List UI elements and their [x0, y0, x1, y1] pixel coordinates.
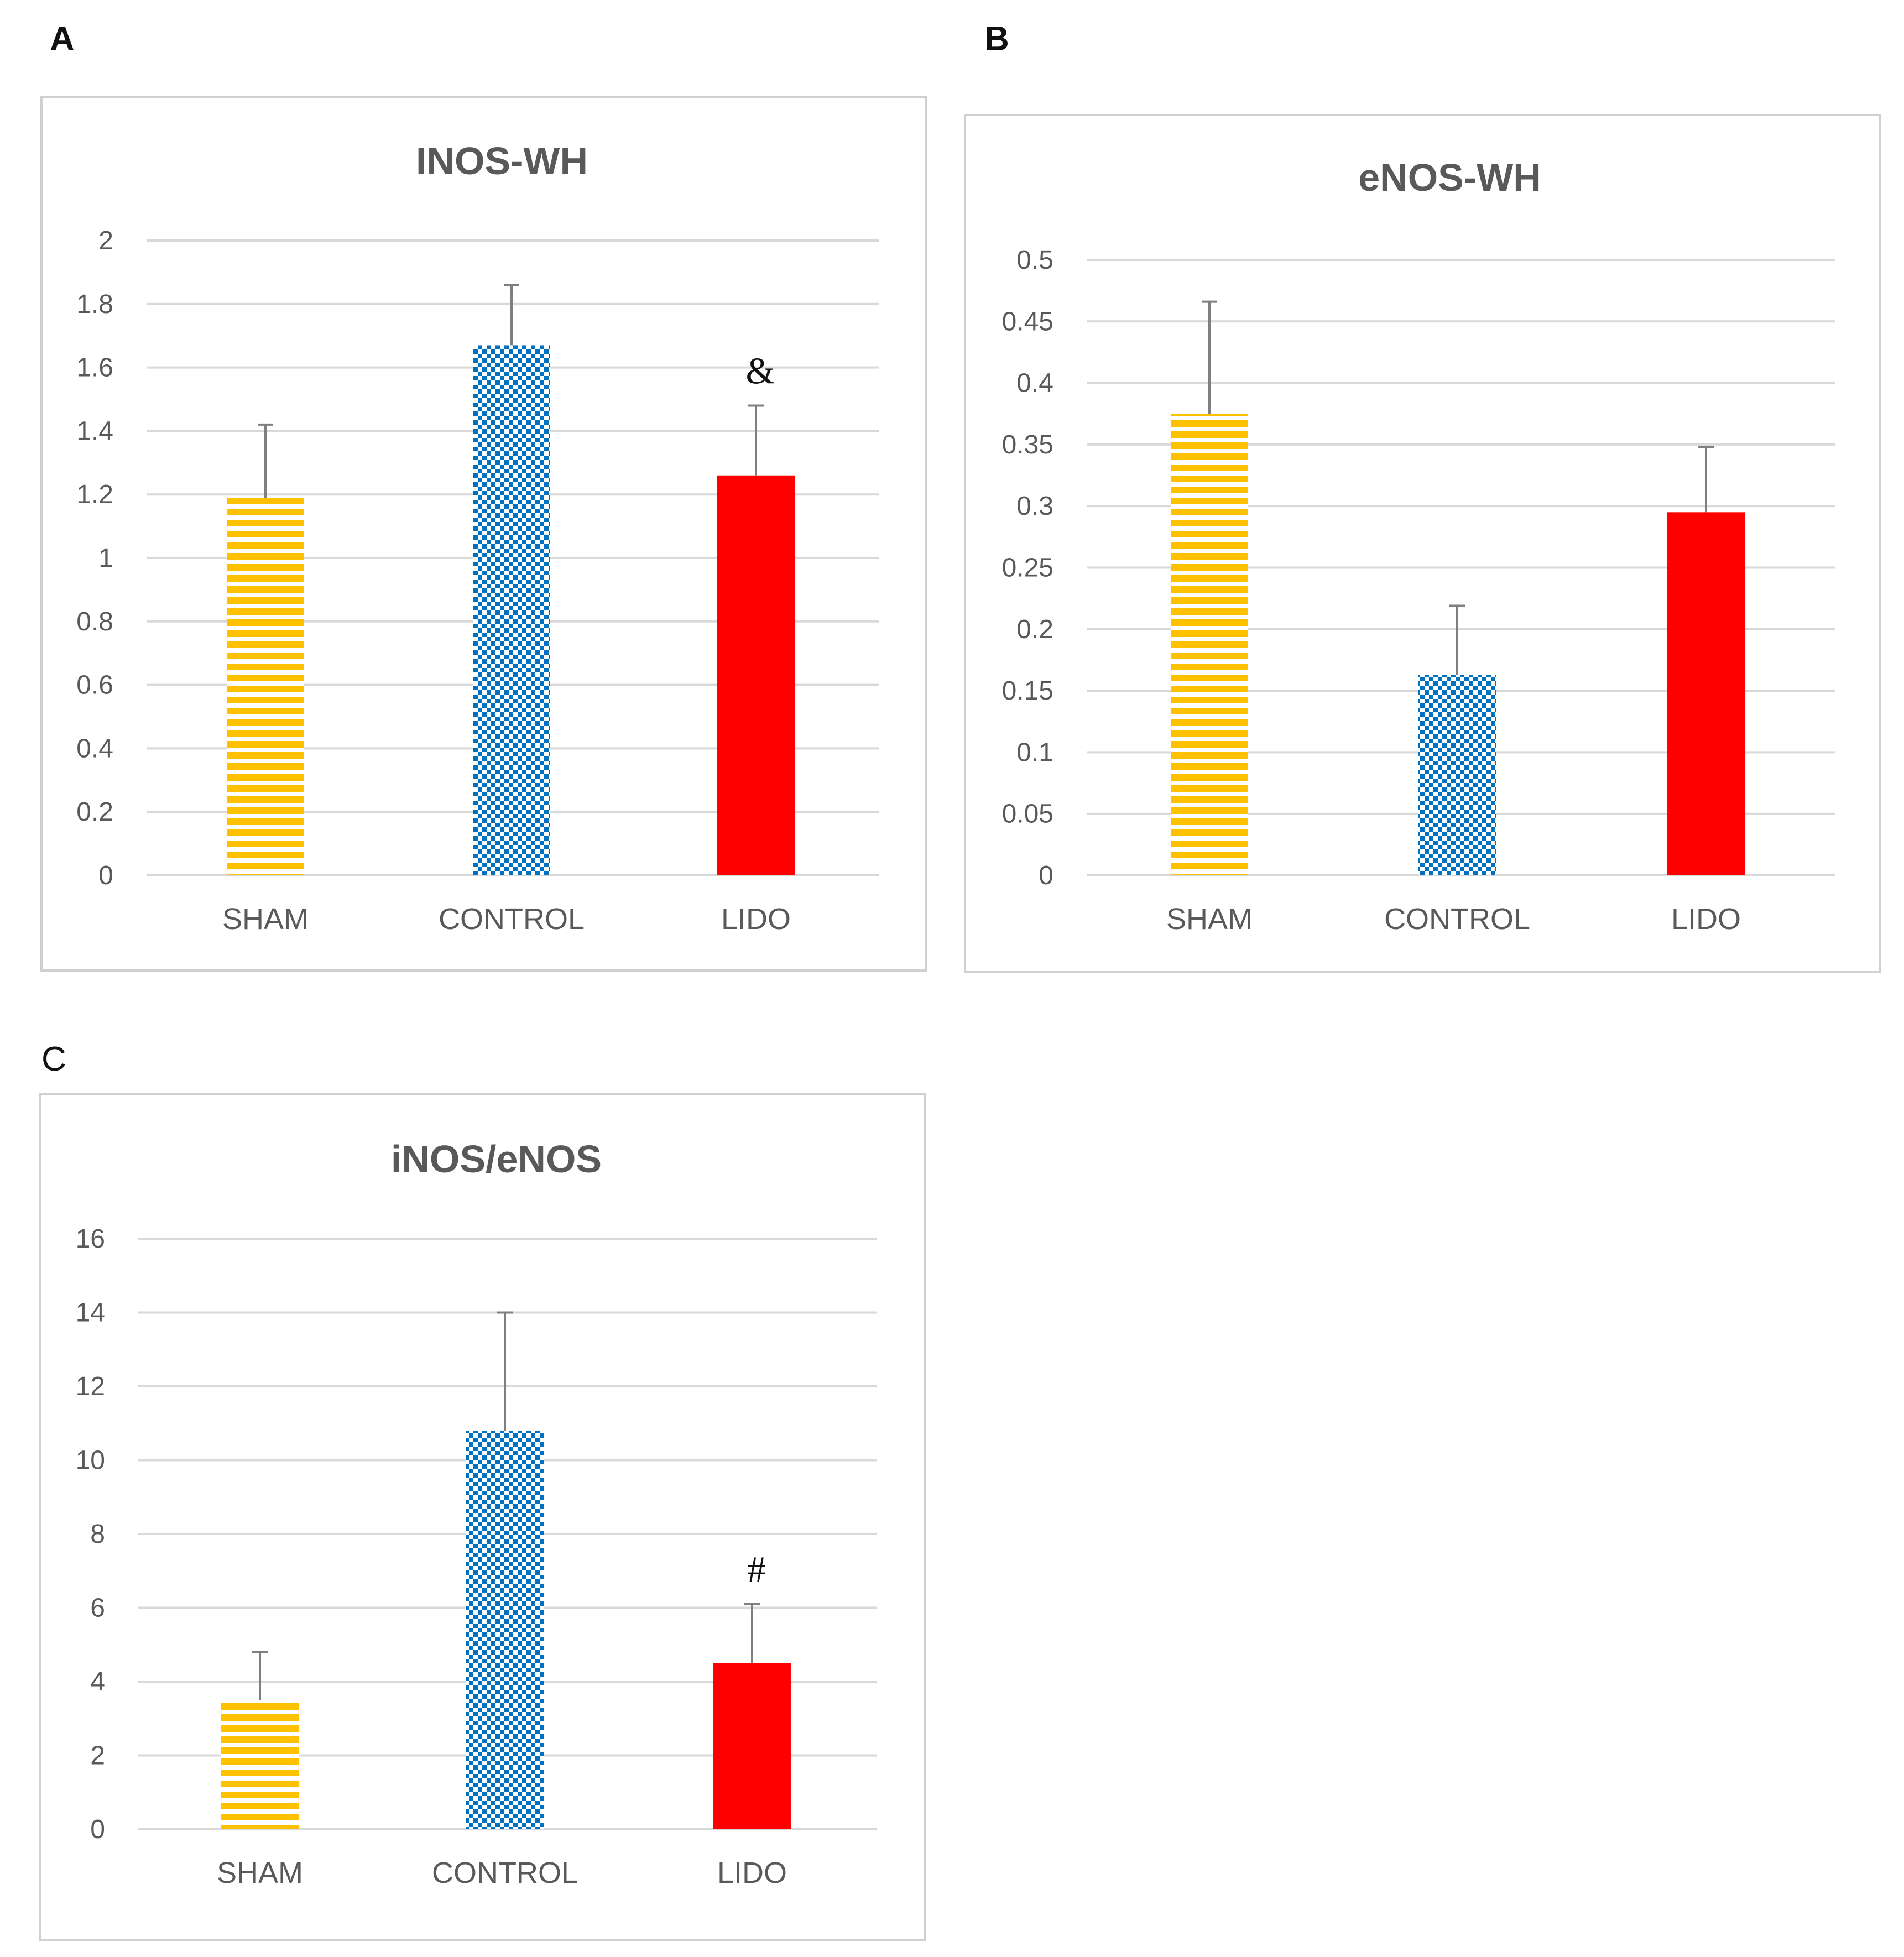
- panel-letter-a: A: [50, 20, 75, 58]
- chart-2-bar-lido: [1667, 512, 1745, 875]
- chart-1-x-tick-label: SHAM: [222, 902, 309, 936]
- chart-3-x-tick-label: LIDO: [717, 1856, 787, 1890]
- chart-2-bar-control: [1418, 675, 1496, 875]
- chart-2-y-tick-label: 0.2: [1016, 615, 1053, 644]
- chart-1-y-tick-label: 0.8: [76, 607, 113, 636]
- chart-2-y-tick-label: 0: [1039, 861, 1053, 890]
- panel-letter-b: B: [984, 20, 1009, 58]
- chart-1-y-tick-label: 0: [98, 861, 113, 890]
- chart-2-y-tick-label: 0.5: [1016, 246, 1053, 275]
- chart-2-y-tick-label: 0.4: [1016, 369, 1053, 398]
- chart-3-y-tick-label: 8: [90, 1520, 105, 1549]
- chart-1-y-tick-label: 1: [98, 544, 113, 573]
- chart-3-y-tick-label: 0: [90, 1815, 105, 1844]
- chart-2-y-tick-label: 0.05: [1002, 800, 1053, 829]
- chart-2-title: eNOS-WH: [1358, 156, 1541, 199]
- chart-1-y-tick-label: 0.6: [76, 671, 113, 700]
- chart-3-y-tick-label: 2: [90, 1741, 105, 1771]
- chart-3-significance-marker: #: [747, 1548, 766, 1590]
- chart-1-y-tick-label: 1.2: [76, 480, 113, 509]
- chart-1-x-tick-label: LIDO: [721, 902, 791, 936]
- chart-2-x-tick-label: CONTROL: [1384, 902, 1530, 936]
- chart-3-x-tick-label: SHAM: [217, 1856, 303, 1890]
- chart-2-y-tick-label: 0.35: [1002, 430, 1053, 460]
- chart-3-bar-control: [466, 1431, 544, 1829]
- chart-1-title: INOS-WH: [416, 139, 588, 182]
- chart-3-y-tick-label: 12: [76, 1372, 105, 1401]
- chart-3-y-tick-label: 14: [76, 1298, 105, 1328]
- chart-2-y-tick-label: 0.45: [1002, 307, 1053, 336]
- chart-1-bar-lido: [717, 475, 795, 875]
- chart-2-x-tick-label: SHAM: [1166, 902, 1253, 936]
- chart-2-y-tick-label: 0.25: [1002, 554, 1053, 583]
- chart-1-bar-control: [473, 345, 550, 875]
- chart-1-y-tick-label: 0.2: [76, 797, 113, 827]
- chart-3-title: iNOS/eNOS: [391, 1137, 602, 1181]
- chart-2-y-tick-label: 0.3: [1016, 492, 1053, 521]
- chart-1-y-tick-label: 1.8: [76, 290, 113, 319]
- chart-1-y-tick-label: 2: [98, 226, 113, 255]
- chart-3-bar-lido: [713, 1663, 791, 1829]
- chart-3-y-tick-label: 16: [76, 1224, 105, 1254]
- chart-1-y-tick-label: 0.4: [76, 734, 113, 763]
- chart-2-bar-sham: [1171, 414, 1248, 875]
- chart-2-y-tick-label: 0.15: [1002, 676, 1053, 706]
- chart-1-bar-sham: [227, 497, 304, 875]
- chart-3-y-tick-label: 4: [90, 1667, 105, 1697]
- chart-1-y-tick-label: 1.4: [76, 416, 113, 446]
- chart-1-y-tick-label: 1.6: [76, 353, 113, 383]
- chart-3-y-tick-label: 6: [90, 1594, 105, 1623]
- chart-1-significance-marker: &: [746, 349, 775, 392]
- chart-3-bar-sham: [221, 1700, 299, 1829]
- chart-3-x-tick-label: CONTROL: [432, 1856, 578, 1890]
- chart-1-x-tick-label: CONTROL: [439, 902, 585, 936]
- chart-2-y-tick-label: 0.1: [1016, 738, 1053, 767]
- chart-3-y-tick-label: 10: [76, 1446, 105, 1475]
- chart-2-x-tick-label: LIDO: [1671, 902, 1741, 936]
- panel-letter-c: C: [41, 1040, 66, 1078]
